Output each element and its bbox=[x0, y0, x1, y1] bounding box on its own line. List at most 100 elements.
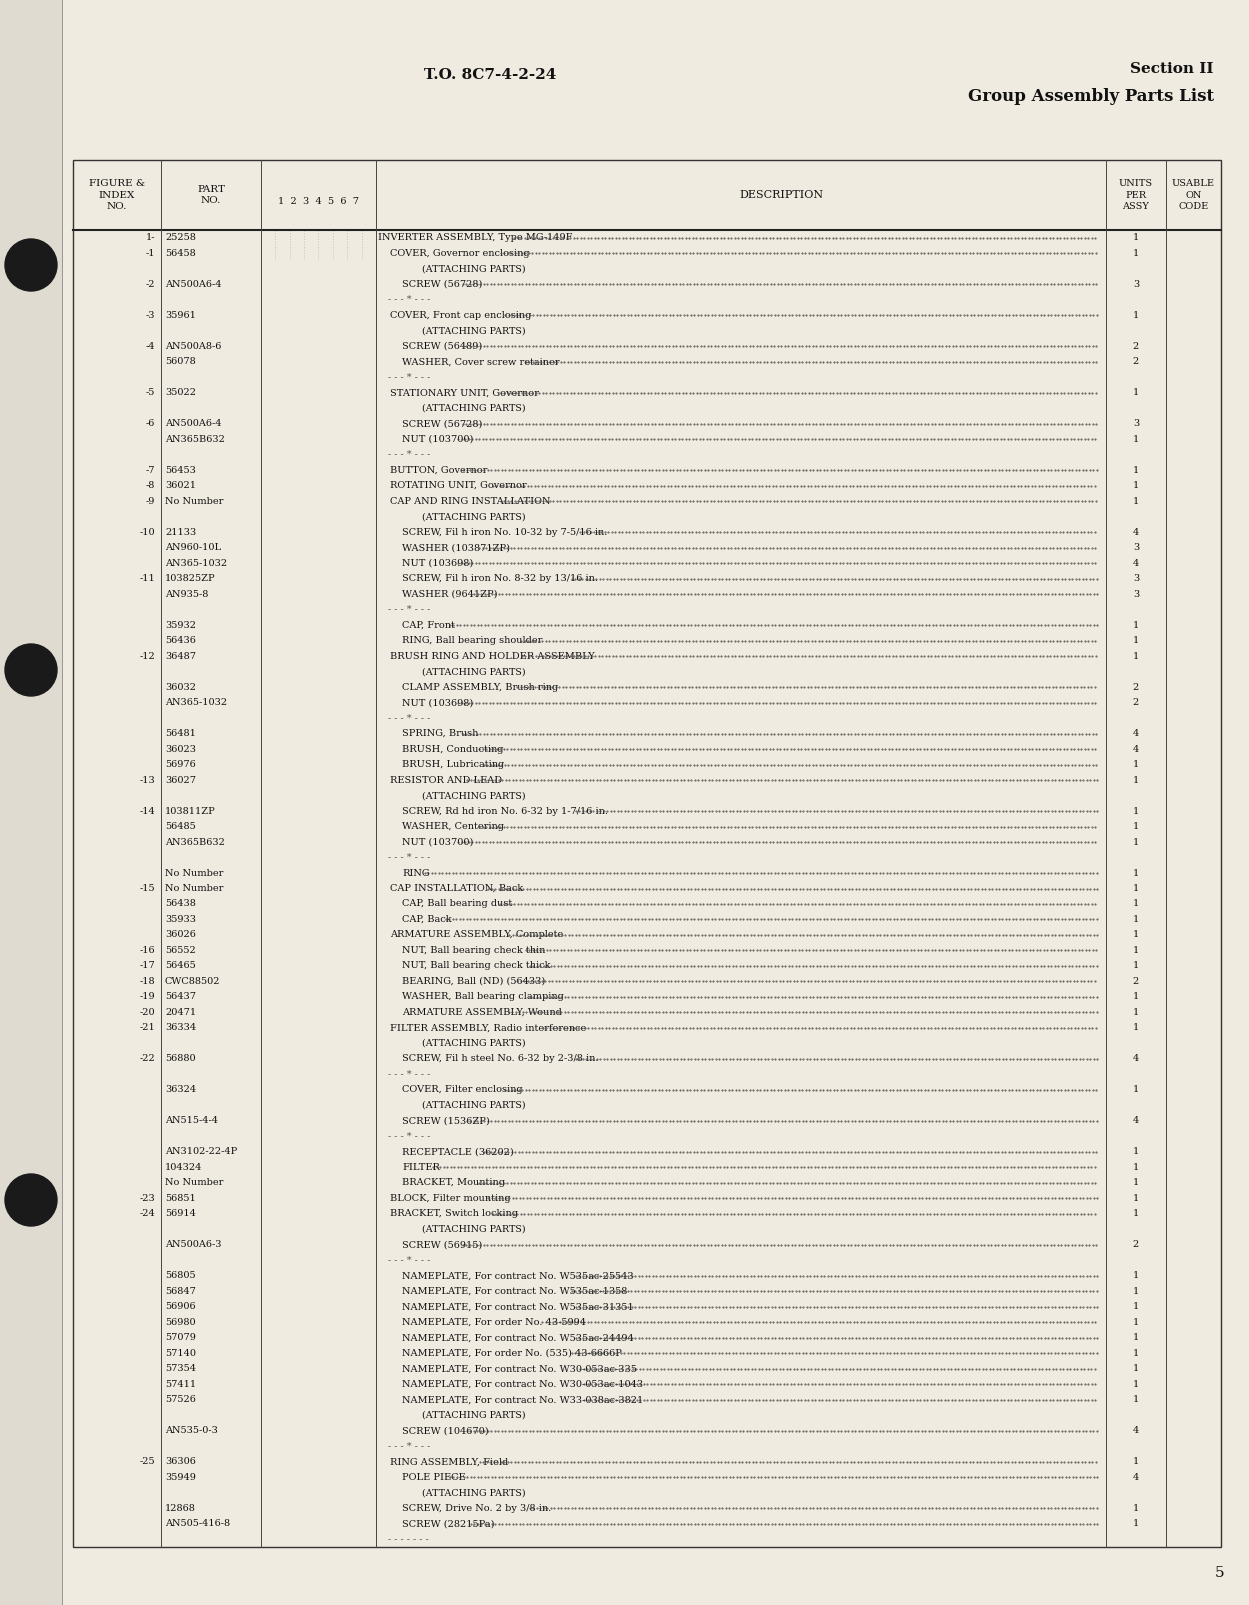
Text: SCREW, Fil h steel No. 6-32 by 2-3/8 in.: SCREW, Fil h steel No. 6-32 by 2-3/8 in. bbox=[402, 1054, 598, 1064]
Text: 36021: 36021 bbox=[165, 482, 196, 490]
Text: 1: 1 bbox=[1133, 1364, 1139, 1374]
Text: 56980: 56980 bbox=[165, 1318, 196, 1327]
Text: Section II: Section II bbox=[1130, 63, 1214, 75]
Text: T.O. 8C7-4-2-24: T.O. 8C7-4-2-24 bbox=[423, 67, 556, 82]
Text: SCREW, Drive No. 2 by 3/8 in.: SCREW, Drive No. 2 by 3/8 in. bbox=[402, 1504, 551, 1514]
Text: RING, Ball bearing shoulder: RING, Ball bearing shoulder bbox=[402, 636, 542, 645]
Text: DESCRIPTION: DESCRIPTION bbox=[739, 189, 823, 201]
Text: 1: 1 bbox=[1133, 899, 1139, 908]
Text: 57354: 57354 bbox=[165, 1364, 196, 1374]
Text: 35949: 35949 bbox=[165, 1473, 196, 1481]
Text: 21133: 21133 bbox=[165, 528, 196, 536]
Text: 1: 1 bbox=[1133, 249, 1139, 258]
Text: No Number: No Number bbox=[165, 1178, 224, 1188]
Text: -19: -19 bbox=[140, 992, 155, 1002]
Text: 20471: 20471 bbox=[165, 1008, 196, 1018]
Text: FILTER ASSEMBLY, Radio interference: FILTER ASSEMBLY, Radio interference bbox=[390, 1024, 586, 1032]
Text: 1: 1 bbox=[1133, 388, 1139, 396]
Bar bbox=[0, 0, 62, 1605]
Text: 56481: 56481 bbox=[165, 729, 196, 738]
Text: WASHER, Centering: WASHER, Centering bbox=[402, 822, 505, 831]
Text: BRACKET, Switch locking: BRACKET, Switch locking bbox=[390, 1210, 518, 1218]
Text: (ATTACHING PARTS): (ATTACHING PARTS) bbox=[422, 512, 526, 522]
Text: 1: 1 bbox=[1133, 1302, 1139, 1311]
Text: SCREW, Rd hd iron No. 6-32 by 1-7/16 in.: SCREW, Rd hd iron No. 6-32 by 1-7/16 in. bbox=[402, 807, 608, 815]
Text: 5: 5 bbox=[1214, 1566, 1224, 1579]
Text: 1: 1 bbox=[1133, 992, 1139, 1002]
Text: ARMATURE ASSEMBLY, Wound: ARMATURE ASSEMBLY, Wound bbox=[402, 1008, 562, 1018]
Text: 56847: 56847 bbox=[165, 1287, 196, 1295]
Text: NAMEPLATE, For contract No. W535ac-31351: NAMEPLATE, For contract No. W535ac-31351 bbox=[402, 1302, 633, 1311]
Text: FIGURE &
INDEX
NO.: FIGURE & INDEX NO. bbox=[89, 180, 145, 210]
Text: AN365B632: AN365B632 bbox=[165, 435, 225, 443]
Text: ROTATING UNIT, Governor: ROTATING UNIT, Governor bbox=[390, 482, 527, 490]
Text: 1: 1 bbox=[1133, 1334, 1139, 1342]
Text: -1: -1 bbox=[145, 249, 155, 258]
Text: 2: 2 bbox=[1133, 342, 1139, 351]
Text: 3: 3 bbox=[1133, 575, 1139, 583]
Text: AN3102-22-4P: AN3102-22-4P bbox=[165, 1148, 237, 1156]
Text: 35932: 35932 bbox=[165, 621, 196, 629]
Text: 1: 1 bbox=[1133, 1520, 1139, 1528]
Text: 1: 1 bbox=[1133, 868, 1139, 878]
Text: 4: 4 bbox=[1133, 528, 1139, 536]
Text: 56805: 56805 bbox=[165, 1271, 196, 1281]
Text: BRUSH RING AND HOLDER ASSEMBLY: BRUSH RING AND HOLDER ASSEMBLY bbox=[390, 652, 595, 661]
Text: NUT (103700): NUT (103700) bbox=[402, 435, 473, 443]
Text: 3: 3 bbox=[1133, 542, 1139, 552]
Text: No Number: No Number bbox=[165, 496, 224, 506]
Text: 35961: 35961 bbox=[165, 311, 196, 319]
Text: 4: 4 bbox=[1133, 1473, 1139, 1481]
Text: - - - * - - -: - - - * - - - bbox=[388, 449, 431, 459]
Text: (ATTACHING PARTS): (ATTACHING PARTS) bbox=[422, 668, 526, 676]
Text: CAP, Ball bearing dust: CAP, Ball bearing dust bbox=[402, 899, 512, 908]
Text: AN500A6-3: AN500A6-3 bbox=[165, 1241, 221, 1249]
Text: 103825ZP: 103825ZP bbox=[165, 575, 216, 583]
Text: - - - * - - -: - - - * - - - bbox=[388, 1132, 431, 1141]
Circle shape bbox=[5, 1173, 57, 1226]
Text: 56458: 56458 bbox=[165, 249, 196, 258]
Text: NAMEPLATE, For contract No. W535ac-25543: NAMEPLATE, For contract No. W535ac-25543 bbox=[402, 1271, 633, 1281]
Text: AN500A8-6: AN500A8-6 bbox=[165, 342, 221, 351]
Text: 1: 1 bbox=[1133, 945, 1139, 955]
Text: 56914: 56914 bbox=[165, 1210, 196, 1218]
Text: PART
NO.: PART NO. bbox=[197, 185, 225, 205]
Text: -23: -23 bbox=[139, 1194, 155, 1202]
Text: -20: -20 bbox=[140, 1008, 155, 1018]
Text: 2: 2 bbox=[1133, 698, 1139, 708]
Text: 12868: 12868 bbox=[165, 1504, 196, 1514]
Text: -14: -14 bbox=[139, 807, 155, 815]
Text: - - - * - - -: - - - * - - - bbox=[388, 714, 431, 722]
Text: 3: 3 bbox=[1133, 419, 1139, 429]
Text: NUT, Ball bearing check thin: NUT, Ball bearing check thin bbox=[402, 945, 546, 955]
Text: 56485: 56485 bbox=[165, 822, 196, 831]
Text: 1: 1 bbox=[1133, 1287, 1139, 1295]
Text: AN365-1032: AN365-1032 bbox=[165, 698, 227, 708]
Text: SCREW (28215Pa): SCREW (28215Pa) bbox=[402, 1520, 495, 1528]
Text: 56906: 56906 bbox=[165, 1302, 196, 1311]
Text: RING ASSEMBLY, Field: RING ASSEMBLY, Field bbox=[390, 1457, 508, 1467]
Text: 3: 3 bbox=[1133, 279, 1139, 289]
Text: CWC88502: CWC88502 bbox=[165, 977, 221, 985]
Text: 1: 1 bbox=[1133, 435, 1139, 443]
Text: 1: 1 bbox=[1133, 1178, 1139, 1188]
Text: COVER, Front cap enclosing: COVER, Front cap enclosing bbox=[390, 311, 531, 319]
Text: SCREW, Fil h iron No. 8-32 by 13/16 in.: SCREW, Fil h iron No. 8-32 by 13/16 in. bbox=[402, 575, 598, 583]
Text: AN365B632: AN365B632 bbox=[165, 838, 225, 846]
Text: -8: -8 bbox=[146, 482, 155, 490]
Text: 1: 1 bbox=[1133, 621, 1139, 629]
Text: 1: 1 bbox=[1133, 1271, 1139, 1281]
Text: -13: -13 bbox=[139, 775, 155, 785]
Text: SCREW (56489): SCREW (56489) bbox=[402, 342, 482, 351]
Text: No Number: No Number bbox=[165, 884, 224, 892]
Text: UNITS
PER
ASSY: UNITS PER ASSY bbox=[1119, 180, 1153, 210]
Text: 2: 2 bbox=[1133, 1241, 1139, 1249]
Text: -11: -11 bbox=[139, 575, 155, 583]
Text: BLOCK, Filter mounting: BLOCK, Filter mounting bbox=[390, 1194, 511, 1202]
Text: INVERTER ASSEMBLY, Type MG-149F: INVERTER ASSEMBLY, Type MG-149F bbox=[378, 233, 572, 242]
Text: 56437: 56437 bbox=[165, 992, 196, 1002]
Text: SCREW (56728): SCREW (56728) bbox=[402, 419, 482, 429]
Text: 56851: 56851 bbox=[165, 1194, 196, 1202]
Text: 2: 2 bbox=[1133, 977, 1139, 985]
Text: NAMEPLATE, For contract No. W535ac-24494: NAMEPLATE, For contract No. W535ac-24494 bbox=[402, 1334, 633, 1342]
